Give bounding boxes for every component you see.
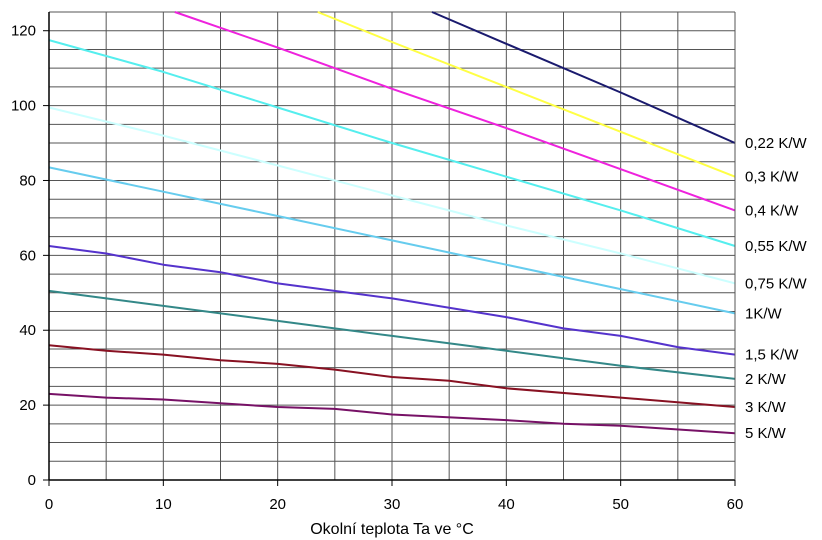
series-label: 2 K/W (745, 371, 787, 388)
series-line (48, 245, 736, 356)
series-line (48, 166, 736, 315)
y-tick-label: 0 (28, 472, 36, 489)
x-tick-label: 50 (612, 496, 629, 513)
y-tick-label: 60 (19, 247, 36, 264)
series-line (48, 106, 736, 285)
series-line (48, 289, 736, 380)
series-label: 5 K/W (745, 425, 787, 442)
series-line (48, 392, 736, 435)
x-tick-label: 40 (498, 496, 515, 513)
series-label: 0,75 K/W (745, 275, 808, 292)
series-label: 0,22 K/W (745, 135, 808, 152)
grid (49, 11, 735, 480)
x-tick-label: 0 (45, 496, 53, 513)
series-label: 0,3 K/W (745, 169, 799, 186)
y-tick-label: 100 (11, 98, 36, 115)
x-tick-label: 30 (384, 496, 401, 513)
series-label: 1,5 K/W (745, 347, 799, 364)
series-labels: 0,22 K/W 0,3 K/W 0,4 K/W 0,55 K/W 0,75 K/W 1K… (745, 135, 808, 442)
x-axis-title: Okolní teplota Ta ve °C (310, 521, 474, 538)
series-line (48, 39, 736, 247)
series-lines (48, 11, 736, 435)
y-tick-label: 80 (19, 172, 36, 189)
y-tick-labels: 0 20 40 60 80 100 120 (11, 23, 49, 489)
series-label: 0,55 K/W (745, 238, 808, 255)
y-tick-label: 20 (19, 397, 36, 414)
x-tick-labels: 0 10 20 30 40 50 60 (45, 480, 744, 513)
series-line (48, 344, 736, 408)
x-tick-label: 10 (155, 496, 172, 513)
series-label: 3 K/W (745, 399, 787, 416)
y-tick-label: 120 (11, 23, 36, 40)
series-label: 1K/W (745, 305, 783, 322)
series-line (431, 11, 736, 144)
series-label: 0,4 K/W (745, 202, 799, 219)
x-tick-label: 20 (269, 496, 286, 513)
series-line (174, 11, 736, 212)
x-tick-label: 60 (727, 496, 744, 513)
y-tick-label: 40 (19, 322, 36, 339)
series-line (317, 11, 736, 178)
